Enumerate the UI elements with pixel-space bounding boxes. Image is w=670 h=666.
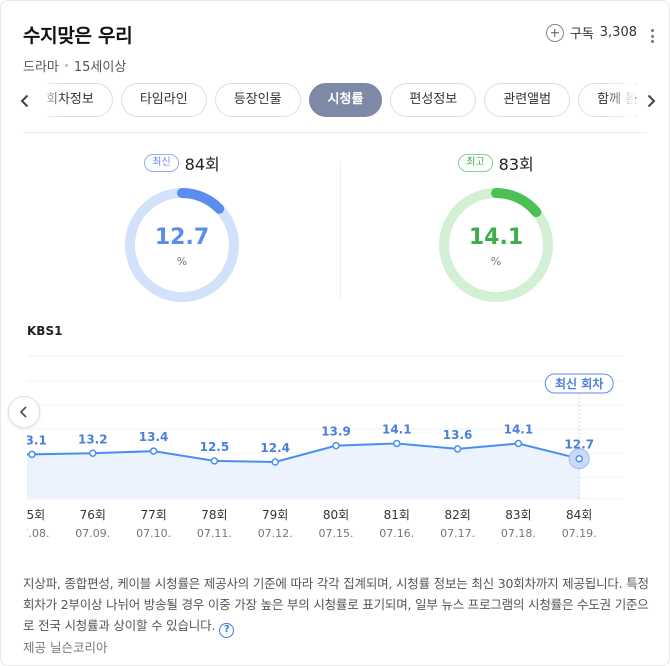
- chart-area: [27, 443, 580, 499]
- chart-left-mask: [1, 341, 27, 551]
- highest-ring-progress: [439, 188, 553, 302]
- ratings-notice: 지상파, 종합편성, 케이블 시청률은 제공사의 기준에 따라 각각 집계되며,…: [23, 573, 655, 638]
- notice-text: 지상파, 종합편성, 케이블 시청률은 제공사의 기준에 따라 각각 집계되며,…: [23, 576, 649, 633]
- program-meta: 드라마 15세이상: [23, 56, 132, 75]
- data-label: 14.1: [382, 422, 412, 436]
- highest-badge: 최고: [458, 154, 493, 172]
- network-label: KBS1: [27, 324, 63, 338]
- latest-badge: 최신: [144, 154, 179, 172]
- latest-rating: 최신 84회 12.7 %: [82, 151, 282, 303]
- x-tick-date: 07.09.: [75, 527, 110, 540]
- latest-unit: %: [176, 255, 188, 268]
- x-tick-date: 07.18.: [501, 527, 536, 540]
- data-point: [393, 439, 401, 448]
- latest-episode: 84회: [184, 155, 220, 174]
- tab-fade-left: [41, 81, 63, 121]
- tab-1[interactable]: 타임라인: [120, 83, 207, 117]
- data-provider: 제공 닐슨코리아: [23, 640, 108, 655]
- data-point: [89, 449, 97, 458]
- highest-value: 14.1: [468, 225, 524, 250]
- tab-5[interactable]: 관련앨범: [484, 83, 571, 117]
- age-rating-text: 15세이상: [73, 60, 127, 75]
- latest-value: 12.7: [154, 225, 210, 250]
- x-tick-episode: 82회: [444, 508, 470, 522]
- highest-ring: 14.1 %: [438, 187, 554, 303]
- data-label: 13.9: [321, 425, 351, 439]
- x-tick-date: 07.17.: [440, 527, 475, 540]
- x-tick-date: 07.16.: [379, 527, 414, 540]
- chevron-left-icon: [19, 406, 27, 418]
- tab-4[interactable]: 편성정보: [390, 83, 477, 117]
- tab-prev-icon[interactable]: [15, 91, 35, 111]
- tab-list: 회차정보타임라인등장인물시청률편성정보관련앨범함께 볼: [41, 81, 637, 121]
- data-label: 12.5: [200, 440, 230, 454]
- x-tick-date: 07.15.: [319, 527, 354, 540]
- data-point: [210, 457, 219, 465]
- tab-2[interactable]: 등장인물: [214, 83, 301, 117]
- chart-prev-button[interactable]: [8, 396, 40, 428]
- x-tick-episode: 77회: [140, 508, 166, 522]
- data-point: [149, 447, 158, 455]
- data-point: [514, 439, 523, 448]
- data-point: [271, 458, 279, 466]
- latest-ring-progress: [125, 188, 239, 302]
- tab-fade-right: [605, 81, 635, 121]
- help-icon[interactable]: ?: [219, 623, 235, 638]
- subscribe-button[interactable]: 구독 3,308: [545, 23, 637, 42]
- subscribe-label: 구독: [569, 27, 594, 42]
- data-point: [28, 450, 36, 459]
- data-point: [453, 445, 462, 453]
- x-tick-episode: 78회: [201, 508, 227, 522]
- more-options-icon[interactable]: [651, 29, 655, 43]
- data-point: [575, 454, 583, 463]
- x-tick-episode: 81회: [384, 508, 410, 522]
- subscribe-count: 3,308: [599, 25, 637, 40]
- data-label: 14.1: [504, 422, 534, 436]
- x-tick-date: 07.12.: [258, 527, 293, 540]
- latest-ring: 12.7 %: [124, 187, 240, 303]
- tab-bar: 회차정보타임라인등장인물시청률편성정보관련앨범함께 볼: [1, 81, 669, 121]
- x-tick-episode: 80회: [323, 508, 349, 522]
- tab-next-icon[interactable]: [641, 91, 661, 111]
- meta-separator: [64, 64, 68, 67]
- program-header: 수지맞은 우리 드라마 15세이상: [23, 21, 133, 75]
- data-label: 12.4: [260, 441, 290, 455]
- ratings-line-chart: 13.175회07.08.13.276회07.09.13.477회07.10.1…: [1, 341, 623, 551]
- highest-unit: %: [490, 255, 502, 268]
- data-label: 13.2: [78, 432, 108, 446]
- data-label: 13.4: [139, 430, 169, 444]
- genre-text: 드라마: [23, 60, 59, 75]
- x-tick-episode: 83회: [505, 508, 531, 522]
- x-tick-date: 07.10.: [136, 527, 171, 540]
- highest-rating: 최고 83회 14.1 %: [396, 151, 596, 303]
- latest-episode-pill: [544, 373, 614, 394]
- latest-episode-label: 최신 회차: [555, 376, 603, 391]
- program-title[interactable]: 수지맞은 우리: [23, 25, 133, 47]
- data-label: 13.6: [443, 428, 473, 442]
- divider: [23, 132, 647, 133]
- x-tick-episode: 84회: [566, 508, 592, 522]
- x-tick-episode: 76회: [80, 508, 106, 522]
- data-point: [332, 441, 340, 450]
- x-tick-date: 07.11.: [197, 527, 232, 540]
- plus-icon: [545, 23, 564, 42]
- data-label: 12.7: [564, 438, 594, 452]
- x-tick-date: 07.19.: [562, 527, 597, 540]
- stat-divider: [340, 161, 341, 299]
- tab-3[interactable]: 시청률: [308, 83, 383, 117]
- x-tick-episode: 79회: [262, 508, 288, 522]
- highest-episode: 83회: [498, 155, 534, 174]
